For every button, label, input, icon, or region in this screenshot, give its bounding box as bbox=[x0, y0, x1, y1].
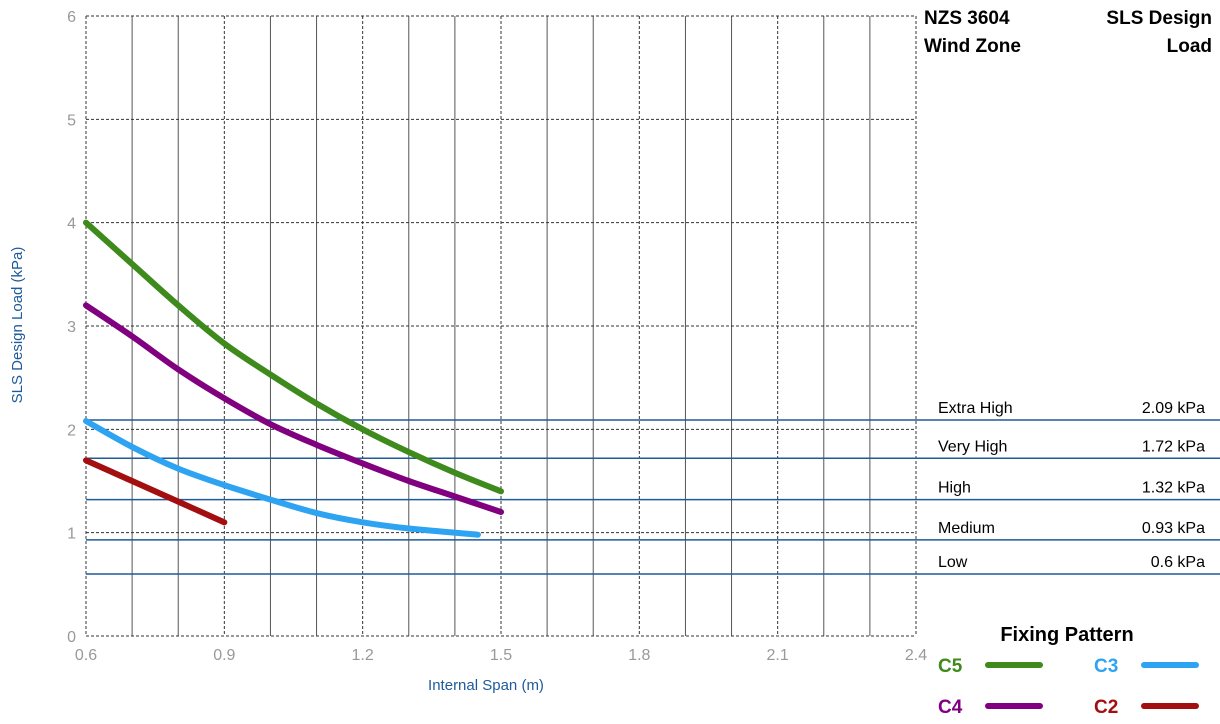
x-axis-label: Internal Span (m) bbox=[428, 677, 544, 694]
header-left-line-1: NZS 3604 bbox=[924, 8, 1010, 29]
x-tick-label: 1.2 bbox=[352, 647, 374, 664]
zone-value: 0.93 kPa bbox=[1142, 520, 1205, 537]
legend-label-c5: C5 bbox=[938, 656, 963, 677]
legend-label-c4: C4 bbox=[938, 697, 963, 718]
zone-label: Extra High bbox=[938, 400, 1013, 417]
zone-value: 0.6 kPa bbox=[1151, 554, 1205, 571]
wind-zone-labels: Extra High 2.09 kPa Very High 1.72 kPa High 1… bbox=[938, 400, 1205, 571]
zone-label: High bbox=[938, 480, 971, 497]
header-right-line-2: Load bbox=[1167, 36, 1212, 57]
x-tick-label: 0.6 bbox=[75, 647, 97, 664]
zone-value: 1.72 kPa bbox=[1142, 438, 1205, 455]
legend: C5 C4 C3 C2 bbox=[938, 656, 1199, 718]
series-line-c4 bbox=[83, 302, 504, 515]
y-tick-label: 0 bbox=[67, 629, 76, 646]
zone-label: Low bbox=[938, 554, 968, 571]
series-line-c2 bbox=[83, 457, 228, 526]
header-right-line-1: SLS Design bbox=[1106, 8, 1212, 29]
legend-label-c3: C3 bbox=[1094, 656, 1118, 677]
wind-zone-lines bbox=[86, 419, 1220, 575]
y-tick-label: 6 bbox=[67, 9, 76, 26]
y-tick-label: 3 bbox=[67, 319, 76, 336]
grid bbox=[85, 15, 917, 637]
x-tick-label: 0.9 bbox=[213, 647, 235, 664]
y-tick-label: 5 bbox=[67, 112, 76, 129]
series-group bbox=[83, 219, 504, 538]
zone-value: 2.09 kPa bbox=[1142, 400, 1205, 417]
y-axis-label: SLS Design Load (kPa) bbox=[9, 247, 26, 404]
x-tick-label: 2.1 bbox=[767, 647, 789, 664]
y-tick-label: 1 bbox=[67, 526, 76, 543]
tick-labels: 0.6 0.9 1.2 1.5 1.8 2.1 2.4 0 1 2 3 4 5 6 bbox=[67, 9, 927, 664]
y-tick-label: 4 bbox=[67, 216, 76, 233]
header-left-line-2: Wind Zone bbox=[924, 36, 1021, 57]
x-tick-label: 1.8 bbox=[628, 647, 650, 664]
y-tick-label: 2 bbox=[67, 422, 76, 439]
legend-label-c2: C2 bbox=[1094, 697, 1118, 718]
legend-title: Fixing Pattern bbox=[1000, 624, 1133, 646]
wind-zone-header: NZS 3604 Wind Zone SLS Design Load bbox=[924, 8, 1212, 57]
zone-label: Very High bbox=[938, 438, 1007, 455]
series-line-c3 bbox=[83, 418, 481, 538]
zone-label: Medium bbox=[938, 520, 995, 537]
series-line-c5 bbox=[83, 219, 504, 495]
x-tick-label: 1.5 bbox=[490, 647, 512, 664]
x-tick-label: 2.4 bbox=[905, 647, 927, 664]
zone-value: 1.32 kPa bbox=[1142, 480, 1205, 497]
